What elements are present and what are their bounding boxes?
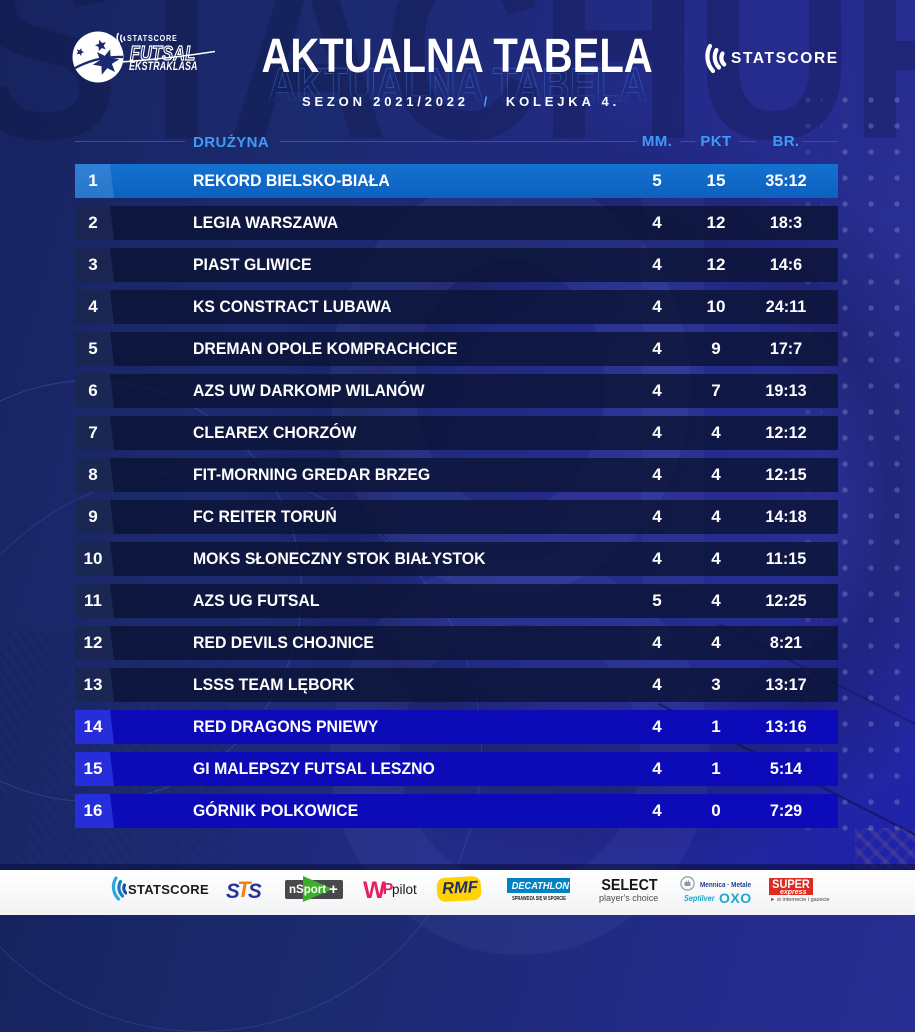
svg-text:STATSCORE: STATSCORE xyxy=(731,50,839,67)
